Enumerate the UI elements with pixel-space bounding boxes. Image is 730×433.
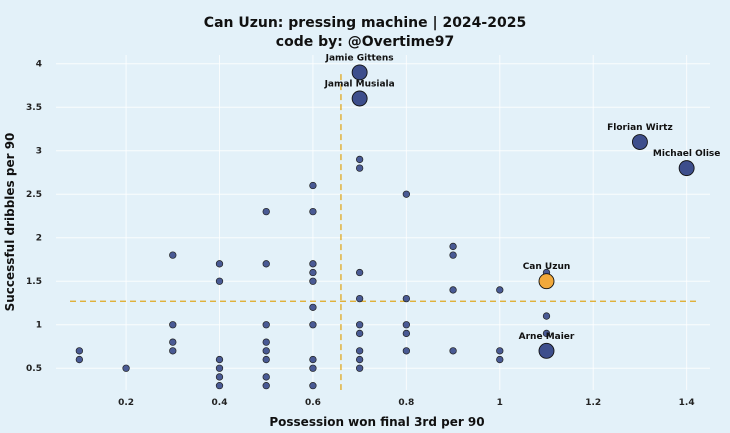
y-tick-label: 4 [36, 60, 42, 70]
point-label: Florian Wirtz [607, 123, 673, 133]
data-point [309, 364, 317, 372]
data-point [309, 207, 317, 216]
data-point [355, 364, 364, 372]
data-point [262, 207, 270, 216]
point-label: Jamal Musiala [324, 80, 395, 90]
y-axis-label: Successful dribbles per 90 [3, 133, 17, 312]
data-point [449, 347, 457, 355]
data-point [262, 373, 270, 381]
x-tick-label: 0.4 [212, 398, 228, 408]
data-point [215, 355, 224, 364]
y-tick-label: 2.5 [26, 190, 42, 200]
x-tick-label: 0.2 [118, 398, 134, 408]
data-point [309, 355, 317, 364]
x-tick-label: 1.2 [585, 398, 601, 408]
data-point [402, 321, 411, 329]
y-tick-label: 2 [36, 234, 42, 244]
data-point [309, 268, 317, 277]
data-point [215, 260, 224, 268]
data-point [542, 329, 551, 338]
data-point [122, 364, 130, 372]
data-point [215, 381, 224, 390]
y-tick-label: 0.5 [26, 364, 42, 374]
data-point [309, 321, 317, 329]
data-point [355, 268, 364, 277]
annotations: Jamie Gittens Jamal Musiala Florian Wirtz M… [324, 53, 721, 341]
data-point [402, 294, 411, 303]
data-point [215, 364, 224, 372]
data-point [262, 260, 270, 268]
data-point [262, 321, 270, 329]
data-point [309, 303, 317, 311]
data-point [542, 312, 551, 320]
data-point [355, 155, 364, 164]
y-tick-label: 1 [36, 321, 42, 331]
data-point [262, 381, 270, 390]
data-point [75, 347, 84, 355]
labeled-point [678, 160, 695, 177]
data-point [215, 277, 224, 285]
chart-title: Can Uzun: pressing machine | 2024-2025 [204, 15, 526, 31]
data-point [262, 355, 270, 364]
chart-subtitle: code by: @Overtime97 [276, 34, 454, 50]
point-label: Can Uzun [523, 262, 571, 272]
data-point [402, 329, 411, 338]
data-point [169, 338, 177, 346]
highlight-point [538, 273, 555, 290]
data-point [496, 347, 504, 355]
y-tick-label: 1.5 [26, 277, 42, 287]
data-point [169, 251, 177, 259]
data-point [215, 373, 224, 381]
data-point [355, 355, 364, 364]
x-tick-label: 0.6 [305, 398, 321, 408]
x-tick-label: 0.8 [398, 398, 414, 408]
x-tick-label: 1 [497, 398, 503, 408]
data-point [262, 338, 270, 346]
data-point [309, 181, 317, 190]
data-point [496, 355, 504, 364]
reference-lines [70, 74, 696, 390]
labeled-point [631, 134, 648, 150]
data-point [262, 347, 270, 355]
point-label: Jamie Gittens [325, 53, 394, 63]
labeled-point [351, 64, 368, 81]
data-point [169, 347, 177, 355]
labeled-point [351, 90, 368, 107]
data-point [355, 321, 364, 329]
data-point [309, 381, 317, 390]
data-point [496, 286, 504, 294]
tick-labels: 0.2 0.4 0.6 0.8 1 1.2 1.4 0.5 1 1.5 2 2.5 3 3.5 4 [26, 60, 695, 408]
data-point [355, 164, 364, 172]
y-tick-label: 3 [36, 147, 42, 157]
data-point [355, 347, 364, 355]
data-point [449, 286, 457, 294]
point-label: Michael Olise [653, 149, 720, 159]
data-point [402, 347, 411, 355]
y-tick-label: 3.5 [26, 103, 42, 113]
points-layer [75, 64, 695, 390]
labeled-point [538, 342, 555, 359]
x-tick-label: 1.4 [679, 398, 695, 408]
data-point [449, 242, 457, 251]
point-label: Arne Maier [519, 332, 575, 342]
grid-layer [56, 55, 710, 390]
data-point [355, 294, 364, 303]
data-point [355, 329, 364, 338]
data-point [309, 260, 317, 268]
data-point [75, 355, 84, 364]
data-point [309, 277, 317, 285]
data-point [449, 251, 457, 259]
data-point [169, 321, 177, 329]
data-point [402, 190, 411, 198]
x-axis-label: Possession won final 3rd per 90 [269, 415, 484, 429]
